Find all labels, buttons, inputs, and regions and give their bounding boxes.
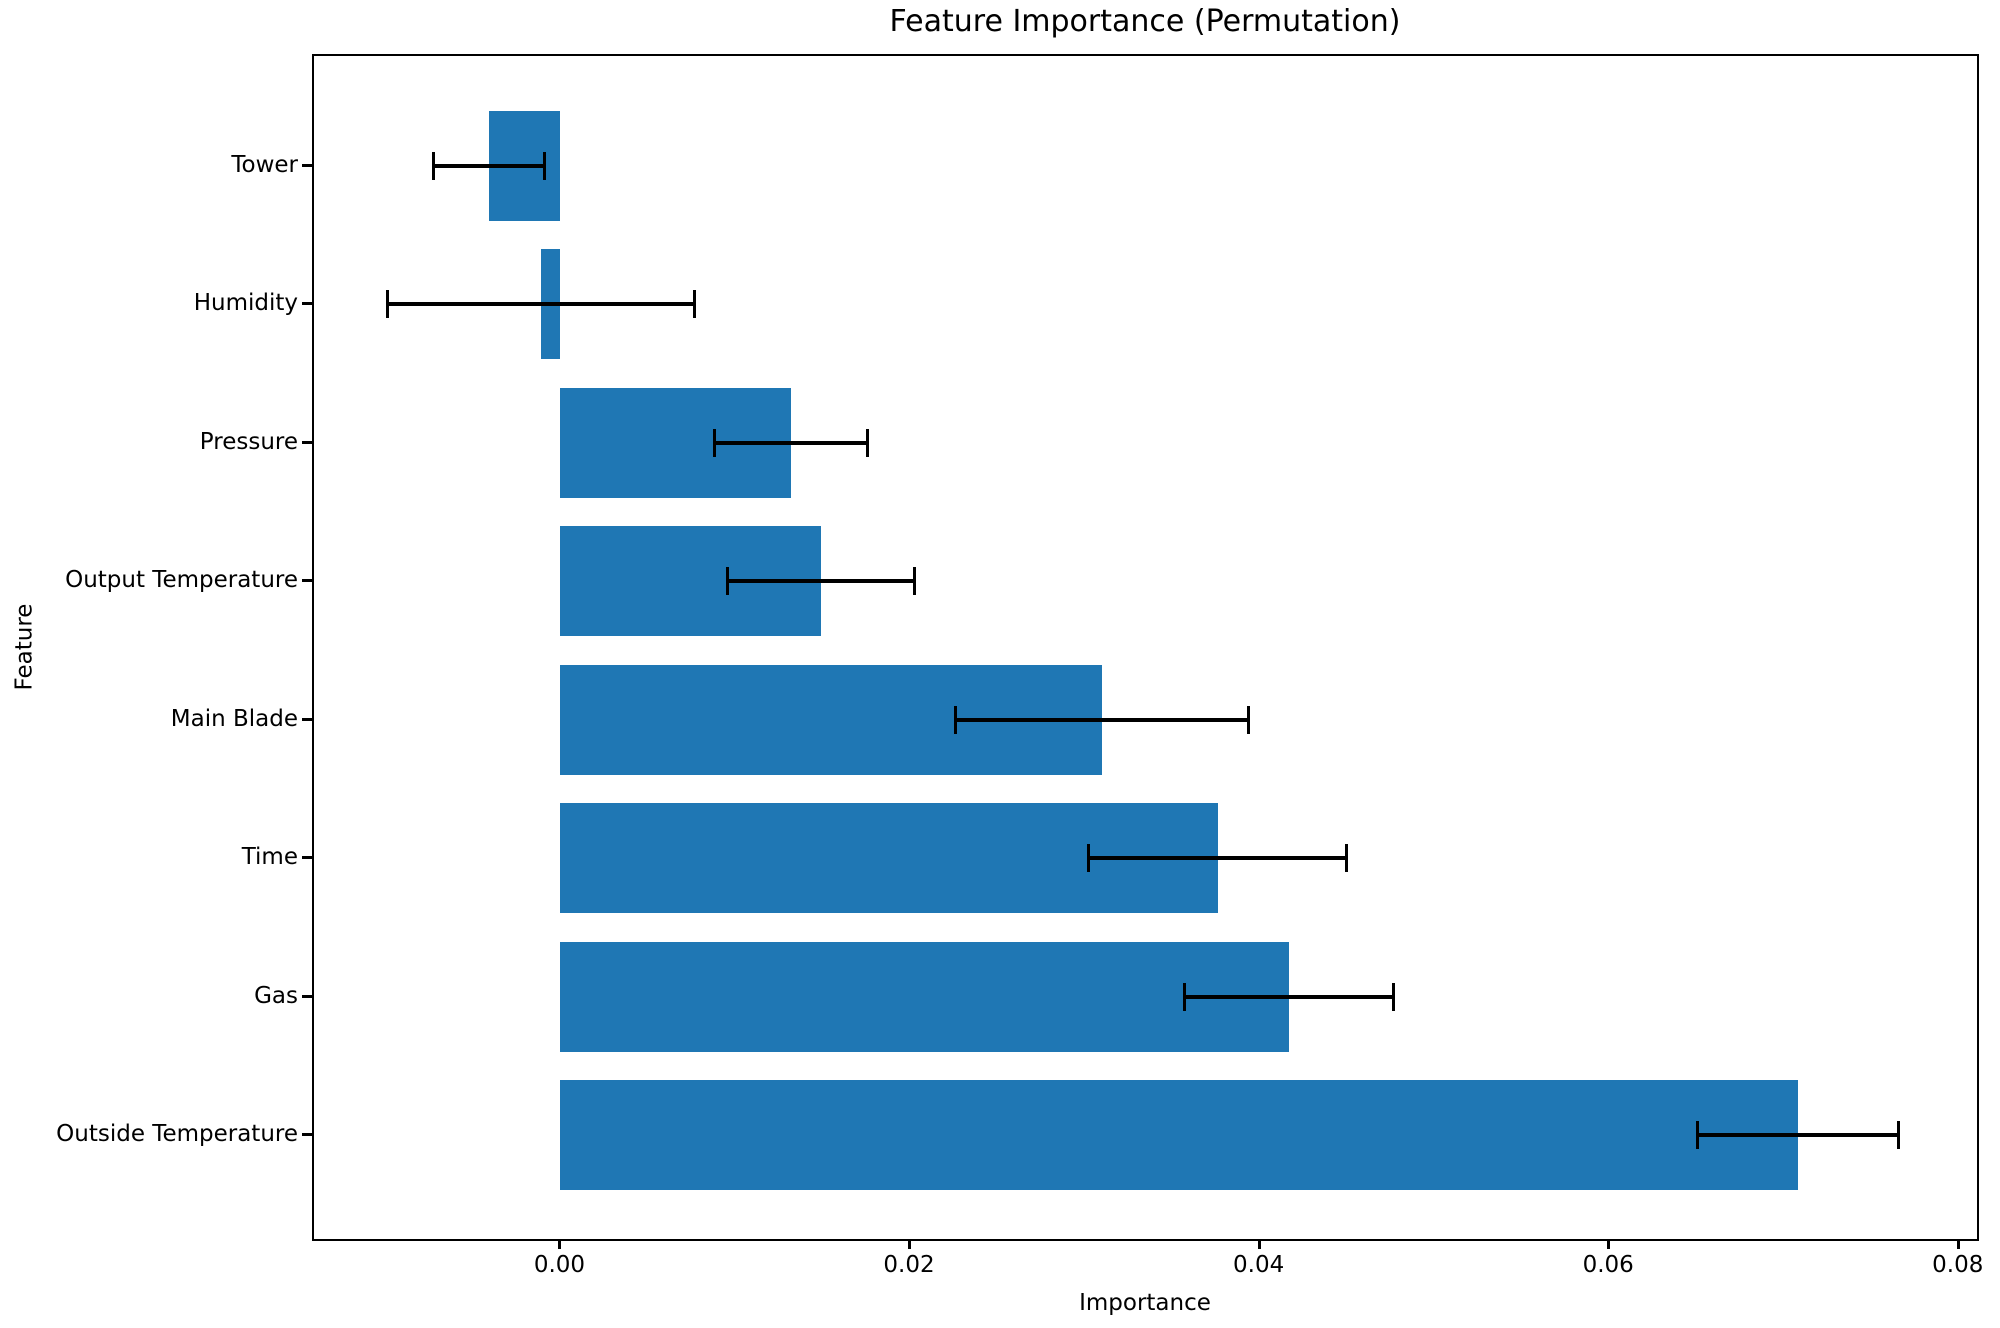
x-tick-mark-0.02 [908,1239,912,1249]
x-tick-label-0.06: 0.06 [1582,1252,1634,1278]
x-tick-mark-0.00 [558,1239,562,1249]
errorbar-cap-left-output-temperature [725,567,729,596]
y-tick-label-pressure: Pressure [199,428,298,455]
x-tick-label-0.08: 0.08 [1932,1252,1984,1278]
y-axis-label: Feature [11,603,38,691]
x-axis-label: Importance [1079,1290,1211,1316]
x-tick-mark-0.08 [1956,1239,1960,1249]
errorbar-pressure [714,440,869,445]
y-tick-mark-outside-temperature [302,1133,312,1136]
y-axis-label-container: Feature [2,55,46,1239]
errorbar-cap-left-time [1087,844,1091,873]
chart-title: Feature Importance (Permutation) [889,4,1401,39]
y-tick-label-gas: Gas [254,982,298,1009]
bar-gas [560,941,1290,1052]
y-tick-label-output-temperature: Output Temperature [65,567,298,594]
x-tick-label-0.02: 0.02 [883,1252,935,1278]
errorbar-cap-left-humidity [386,290,390,319]
errorbar-cap-left-gas [1183,982,1187,1011]
errorbar-cap-left-main-blade [954,705,958,734]
errorbar-output-temperature [726,579,916,584]
x-tick-label-0.04: 0.04 [1233,1252,1285,1278]
errorbar-cap-right-pressure [866,428,870,457]
errorbar-cap-right-time [1345,844,1348,873]
errorbar-outside-temperature [1696,1133,1900,1137]
errorbar-cap-left-pressure [713,428,717,457]
bar-outside-temperature [560,1080,1798,1190]
y-tick-mark-pressure [302,440,312,444]
x-tick-mark-0.06 [1607,1239,1611,1249]
errorbar-gas [1184,994,1395,999]
errorbar-tower [432,164,545,168]
y-tick-mark-gas [302,994,312,998]
errorbar-humidity [387,302,696,307]
errorbar-main-blade [955,717,1250,722]
y-tick-label-main-blade: Main Blade [170,705,298,732]
errorbar-time [1088,856,1347,861]
y-tick-label-outside-temperature: Outside Temperature [56,1121,298,1147]
y-tick-mark-time [302,856,312,860]
errorbar-cap-right-outside-temperature [1897,1121,1901,1149]
errorbar-cap-left-outside-temperature [1695,1121,1699,1149]
errorbar-cap-left-tower [431,152,435,180]
x-tick-mark-0.04 [1257,1239,1261,1249]
plot-area [312,54,1979,1241]
x-tick-label-0.00: 0.00 [533,1252,586,1278]
y-tick-label-humidity: Humidity [193,290,298,317]
y-tick-mark-output-temperature [302,579,312,583]
errorbar-cap-right-main-blade [1247,705,1251,734]
y-tick-label-time: Time [241,844,298,871]
y-tick-mark-tower [302,164,312,167]
errorbar-cap-right-humidity [693,290,697,319]
errorbar-cap-right-output-temperature [913,567,917,596]
errorbar-cap-right-gas [1392,982,1396,1011]
y-tick-label-tower: Tower [231,152,298,178]
y-tick-mark-main-blade [302,717,312,721]
errorbar-cap-right-tower [542,152,546,180]
y-tick-mark-humidity [302,302,312,306]
